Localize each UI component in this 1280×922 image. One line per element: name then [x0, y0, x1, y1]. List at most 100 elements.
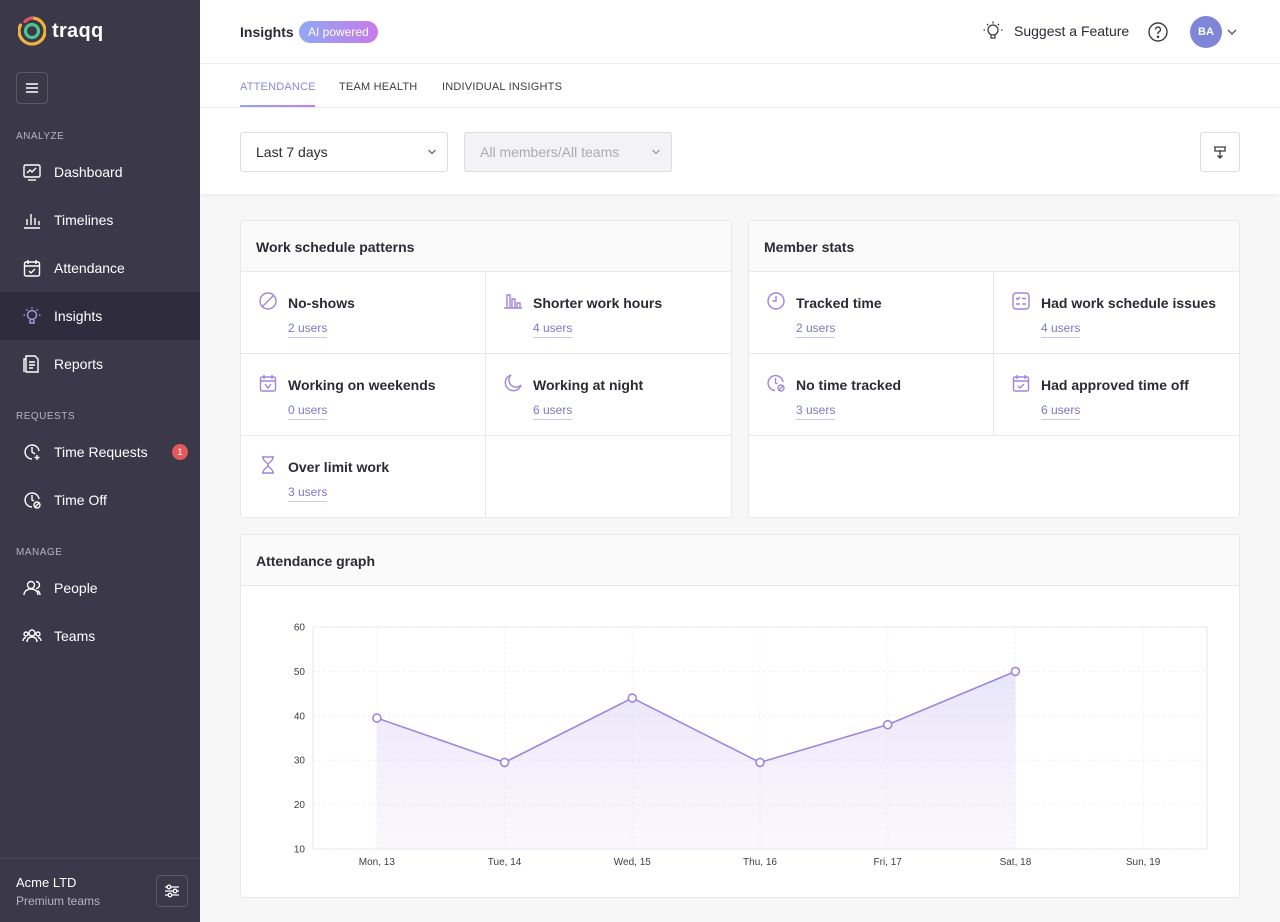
app-logo[interactable]: traqq	[18, 16, 104, 46]
chevron-down-icon[interactable]	[1226, 27, 1238, 37]
people-icon	[23, 580, 41, 596]
export-button[interactable]	[1200, 132, 1240, 172]
dashboard-icon	[23, 164, 41, 181]
sidebar-item-attendance[interactable]: Attendance	[0, 244, 200, 292]
tab-attendance[interactable]: ATTENDANCE	[240, 81, 316, 93]
y-tick-label: 20	[294, 800, 306, 811]
stat-users-link[interactable]: 4 users	[1041, 321, 1081, 338]
card-header: Member stats	[749, 221, 1239, 272]
organization-settings-button[interactable]	[156, 875, 188, 907]
sidebar-item-teams[interactable]: Teams	[0, 612, 200, 660]
section-label-analyze: ANALYZE	[16, 131, 65, 142]
members-select-value: All members/All teams	[480, 144, 620, 160]
clock-off-icon	[24, 492, 41, 509]
period-select-value: Last 7 days	[256, 144, 328, 160]
sidebar-item-label: Timelines	[54, 212, 114, 228]
area-fill	[376, 671, 1016, 849]
stat-users-link[interactable]: 3 users	[288, 485, 328, 502]
app-name: traqq	[52, 19, 104, 42]
suggest-feature-button[interactable]: Suggest a Feature	[982, 20, 1129, 42]
stat-users-link[interactable]: 6 users	[1041, 403, 1081, 420]
work-schedule-patterns-card: Work schedule patterns No-shows 2 users …	[240, 220, 732, 518]
organization-name: Acme LTD	[16, 875, 77, 890]
stat-no-time-tracked: No time tracked 3 users	[749, 354, 994, 436]
period-select[interactable]: Last 7 days	[240, 132, 448, 172]
bar-chart-icon	[24, 214, 40, 229]
stat-working-at-night: Working at night 6 users	[486, 354, 731, 436]
checklist-icon	[1012, 292, 1030, 310]
x-tick-label: Sun, 19	[1126, 857, 1161, 868]
tab-individual-insights[interactable]: INDIVIDUAL INSIGHTS	[442, 81, 563, 93]
y-tick-label: 30	[294, 756, 306, 767]
stat-label: No time tracked	[796, 377, 902, 393]
attendance-chart: Mon, 13 Tue, 14 Wed, 15 Thu, 16 Fri, 17 Sat, …	[294, 623, 1208, 868]
moon-icon	[504, 374, 522, 392]
data-point	[755, 757, 765, 768]
y-tick-label: 50	[294, 667, 306, 678]
data-point	[627, 693, 638, 703]
sidebar-item-dashboard[interactable]: Dashboard	[0, 148, 200, 196]
traqq-logo-icon	[18, 16, 46, 46]
stat-users-link[interactable]: 3 users	[796, 403, 836, 420]
x-tick-label: Mon, 13	[359, 857, 396, 868]
active-tab-indicator	[240, 105, 315, 107]
sidebar-item-reports[interactable]: Reports	[0, 340, 200, 388]
tab-team-health[interactable]: TEAM HEALTH	[339, 81, 418, 93]
main-content: Insights AI powered Suggest a Feature BA…	[200, 0, 1280, 922]
sidebar-item-timelines[interactable]: Timelines	[0, 196, 200, 244]
suggest-feature-label: Suggest a Feature	[1014, 23, 1130, 39]
clock-off-icon	[767, 374, 785, 392]
clock-icon	[767, 292, 785, 310]
prohibited-icon	[259, 292, 277, 310]
card-title: Member stats	[764, 239, 855, 255]
organization-plan: Premium teams	[16, 894, 101, 908]
page-title: Insights	[240, 24, 294, 40]
card-title: Attendance graph	[256, 553, 376, 569]
data-point	[882, 719, 893, 730]
stat-users-link[interactable]: 0 users	[288, 403, 328, 420]
lightbulb-icon	[983, 21, 1003, 39]
stat-users-link[interactable]: 6 users	[533, 403, 573, 420]
sidebar-item-people[interactable]: People	[0, 564, 200, 612]
stat-approved-time-off: Had approved time off 6 users	[994, 354, 1239, 436]
stat-users-link[interactable]: 2 users	[288, 321, 328, 338]
clock-plus-icon	[24, 444, 40, 460]
hourglass-icon	[262, 456, 274, 474]
card-header: Attendance graph	[241, 535, 1239, 586]
menu-toggle-button[interactable]	[16, 72, 48, 104]
stat-users-link[interactable]: 2 users	[796, 321, 836, 338]
calendar-icon	[259, 375, 277, 392]
x-tick-label: Thu, 16	[743, 857, 777, 868]
x-tick-label: Fri, 17	[874, 857, 903, 868]
section-label-manage: MANAGE	[16, 547, 63, 558]
sidebar-item-label: Time Requests	[54, 444, 148, 460]
lightbulb-icon	[23, 307, 41, 324]
data-point	[499, 757, 510, 768]
members-select[interactable]: All members/All teams	[464, 132, 672, 172]
sliders-icon	[165, 884, 179, 898]
user-avatar[interactable]: BA	[1190, 16, 1222, 48]
sidebar-item-label: Teams	[54, 628, 96, 644]
top-header: Insights AI powered Suggest a Feature BA	[200, 0, 1280, 64]
stat-label: Had work schedule issues	[1041, 295, 1217, 311]
sidebar-item-time-requests[interactable]: Time Requests 1	[0, 428, 200, 476]
filter-bar: Last 7 days All members/All teams	[200, 108, 1280, 194]
x-tick-label: Tue, 14	[488, 857, 522, 868]
calendar-check-icon	[1012, 375, 1030, 392]
calendar-check-icon	[23, 260, 41, 277]
attendance-graph-card: Attendance graph Mon, 13 Tue, 14 Wed, 15 Th…	[240, 534, 1240, 898]
help-icon[interactable]	[1147, 21, 1169, 43]
stat-label: Working on weekends	[288, 377, 436, 393]
member-stats-card: Member stats Tracked time 2 users Had wo…	[748, 220, 1240, 518]
stat-shorter-work-hours: Shorter work hours 4 users	[486, 272, 731, 354]
teams-icon	[22, 629, 42, 643]
stat-users-link[interactable]: 4 users	[533, 321, 573, 338]
sidebar-item-label: Attendance	[54, 260, 125, 276]
sidebar-item-insights[interactable]: Insights	[0, 292, 200, 340]
y-tick-label: 60	[294, 623, 306, 634]
ai-powered-badge: AI powered	[299, 21, 378, 43]
stat-tracked-time: Tracked time 2 users	[749, 272, 994, 354]
sidebar-item-time-off[interactable]: Time Off	[0, 476, 200, 524]
data-point	[372, 713, 382, 723]
x-tick-label: Sat, 18	[1000, 857, 1032, 868]
